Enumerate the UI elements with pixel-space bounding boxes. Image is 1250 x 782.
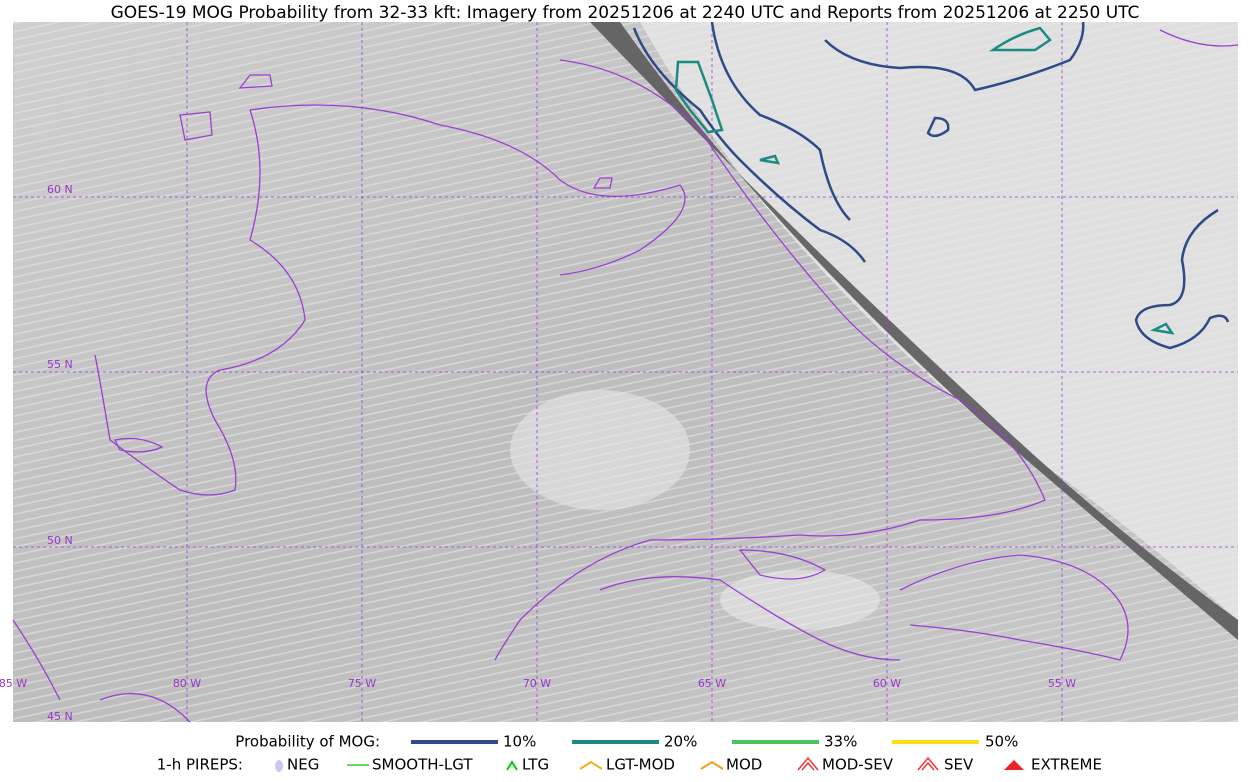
pirep-icon bbox=[797, 756, 819, 771]
legend-label: 20% bbox=[664, 733, 697, 751]
lon-label: 70 W bbox=[523, 677, 551, 690]
mog-contours bbox=[632, 21, 1230, 350]
pirep-icon bbox=[275, 760, 283, 772]
graticule bbox=[13, 22, 1238, 722]
pirep-icon bbox=[506, 760, 518, 771]
lon-label: 65 W bbox=[698, 677, 726, 690]
legend-label: NEG bbox=[287, 756, 319, 774]
title: GOES-19 MOG Probability from 32-33 kft: … bbox=[111, 3, 1140, 23]
lon-label: 80 W bbox=[173, 677, 201, 690]
legend-label: SEV bbox=[944, 756, 974, 774]
legend-label: EXTREME bbox=[1031, 756, 1102, 774]
lon-label: 85 W bbox=[0, 677, 27, 690]
legend-label: 10% bbox=[503, 733, 536, 751]
legend-label: LTG bbox=[522, 756, 549, 774]
legend-label: MOD bbox=[726, 756, 762, 774]
coastlines bbox=[12, 29, 1239, 723]
legend-label: 50% bbox=[985, 733, 1018, 751]
lat-label: 55 N bbox=[47, 358, 73, 371]
pirep-icon bbox=[917, 756, 939, 771]
pirep-icon bbox=[1004, 760, 1024, 770]
lat-label: 60 N bbox=[47, 183, 73, 196]
legend-title: 1-h PIREPS: bbox=[157, 756, 243, 774]
legend-label: LGT-MOD bbox=[606, 756, 675, 774]
pirep-icon bbox=[579, 760, 603, 770]
lat-label: 45 N bbox=[47, 710, 73, 723]
legend: Probability of MOG: 1-h PIREPS: bbox=[157, 733, 1024, 774]
lon-label: 55 W bbox=[1048, 677, 1076, 690]
lon-label: 75 W bbox=[348, 677, 376, 690]
legend-title: Probability of MOG: bbox=[235, 733, 380, 751]
legend-label: SMOOTH-LGT bbox=[372, 756, 473, 774]
lat-label: 50 N bbox=[47, 534, 73, 547]
legend-label: MOD-SEV bbox=[822, 756, 894, 774]
legend-label: 33% bbox=[824, 733, 857, 751]
pirep-icon bbox=[700, 760, 724, 770]
lon-label: 60 W bbox=[873, 677, 901, 690]
